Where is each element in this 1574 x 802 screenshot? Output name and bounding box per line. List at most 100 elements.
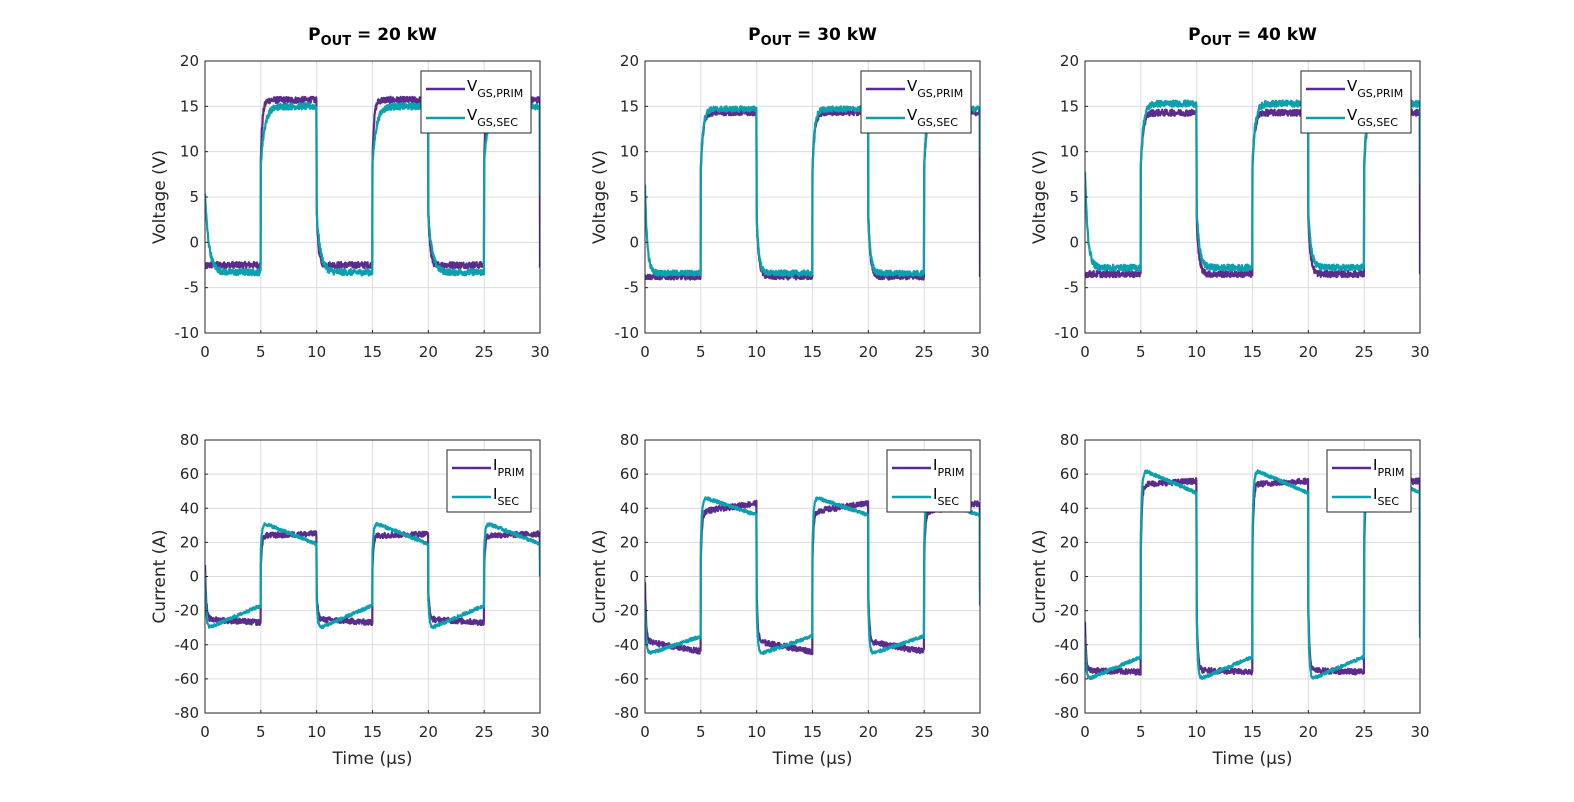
x-tick-label: 5 — [256, 723, 266, 741]
y-tick-label: 10 — [180, 143, 199, 161]
y-tick-label: 20 — [1060, 52, 1079, 70]
x-tick-label: 30 — [530, 343, 549, 361]
legend: VGS,PRIM VGS,SEC — [420, 70, 532, 134]
x-tick-label: 0 — [200, 343, 210, 361]
panel-voltage-40kW: 0 5 10 15 20 25 30 -10 -5 0 5 10 15 20 Voltage (V) POUT… — [1030, 25, 1430, 361]
y-tick-label: -60 — [175, 670, 200, 688]
y-axis-label: Current (A) — [150, 529, 170, 623]
x-tick-label: 30 — [970, 343, 989, 361]
x-tick-label: 0 — [640, 723, 650, 741]
y-tick-label: 80 — [180, 431, 199, 449]
x-tick-label: 10 — [747, 343, 766, 361]
legend: IPRIM ISEC — [446, 449, 532, 513]
y-tick-label: 40 — [1060, 499, 1079, 517]
y-tick-label: -5 — [1064, 279, 1079, 297]
y-tick-label: 0 — [189, 568, 199, 586]
x-tick-label: 10 — [307, 723, 326, 741]
y-tick-label: 60 — [180, 465, 199, 483]
legend-box — [420, 70, 532, 134]
series-line-sec — [205, 521, 540, 630]
x-tick-label: 15 — [363, 343, 382, 361]
x-tick-label: 30 — [1410, 343, 1429, 361]
y-tick-label: -10 — [615, 324, 640, 342]
y-tick-label: -10 — [175, 324, 200, 342]
panel-current-30kW: 0 5 10 15 20 25 30 -80 -60 -40 -20 0 20 40 60 80 Current… — [590, 431, 990, 769]
y-tick-label: 5 — [1069, 188, 1079, 206]
panel-title: POUT = 30 kW — [748, 25, 877, 49]
series-group — [645, 105, 980, 281]
series-group — [205, 95, 540, 277]
legend-box — [1326, 449, 1412, 513]
x-tick-label: 10 — [307, 343, 326, 361]
series-line-gs-sec — [1085, 99, 1420, 272]
x-tick-label: 0 — [1080, 343, 1090, 361]
x-tick-label: 10 — [1187, 343, 1206, 361]
x-tick-label: 15 — [803, 343, 822, 361]
legend-box — [446, 449, 532, 513]
panel-voltage-20kW: 0 5 10 15 20 25 30 -10 -5 0 5 10 15 20 Voltage (V) POUT… — [150, 25, 550, 361]
x-tick-label: 20 — [419, 723, 438, 741]
legend: IPRIM ISEC — [886, 449, 972, 513]
y-tick-label: 20 — [180, 533, 199, 551]
x-tick-label: 15 — [363, 723, 382, 741]
x-axis-label: Time (μs) — [772, 749, 853, 769]
y-tick-label: 60 — [1060, 465, 1079, 483]
legend-box — [886, 449, 972, 513]
legend-label: VGS,PRIM — [467, 77, 523, 100]
x-tick-label: 5 — [696, 343, 706, 361]
y-tick-label: -10 — [1055, 324, 1080, 342]
y-tick-label: 0 — [1069, 233, 1079, 251]
series-line-sec — [1085, 469, 1420, 681]
y-axis-label: Voltage (V) — [150, 150, 170, 244]
y-tick-label: 20 — [620, 533, 639, 551]
x-tick-label: 0 — [1080, 723, 1090, 741]
x-tick-label: 5 — [1136, 723, 1146, 741]
x-tick-label: 20 — [1299, 723, 1318, 741]
panel-current-20kW: 0 5 10 15 20 25 30 -80 -60 -40 -20 0 20 40 60 80 Current… — [150, 431, 550, 769]
legend-label: VGS,PRIM — [907, 77, 963, 100]
y-axis-label: Voltage (V) — [1030, 150, 1050, 244]
y-tick-label: 0 — [189, 233, 199, 251]
y-tick-label: -80 — [1055, 704, 1080, 722]
x-tick-label: 25 — [1355, 343, 1374, 361]
y-tick-label: -5 — [624, 279, 639, 297]
panel-current-40kW: 0 5 10 15 20 25 30 -80 -60 -40 -20 0 20 40 60 80 Current… — [1030, 431, 1430, 769]
y-tick-label: 20 — [1060, 533, 1079, 551]
y-tick-label: 80 — [1060, 431, 1079, 449]
y-tick-label: -20 — [1055, 602, 1080, 620]
legend-box — [860, 70, 972, 134]
series-line-gs-sec — [645, 105, 980, 277]
y-tick-label: -40 — [1055, 636, 1080, 654]
y-tick-label: 40 — [620, 499, 639, 517]
x-tick-label: 5 — [256, 343, 266, 361]
y-tick-label: -40 — [615, 636, 640, 654]
x-tick-label: 30 — [530, 723, 549, 741]
series-line-gs-sec — [205, 102, 540, 277]
y-axis-label: Voltage (V) — [590, 150, 610, 244]
x-tick-label: 15 — [803, 723, 822, 741]
x-tick-label: 25 — [915, 343, 934, 361]
series-group — [1085, 99, 1420, 279]
y-tick-label: -60 — [615, 670, 640, 688]
legend-box — [1300, 70, 1412, 134]
y-axis-label: Current (A) — [590, 529, 610, 623]
y-tick-label: 15 — [620, 97, 639, 115]
legend: VGS,PRIM VGS,SEC — [860, 70, 972, 134]
x-tick-label: 20 — [419, 343, 438, 361]
legend-label: VGS,SEC — [467, 106, 518, 129]
y-tick-label: 0 — [1069, 568, 1079, 586]
x-tick-label: 20 — [859, 723, 878, 741]
y-tick-label: 10 — [620, 143, 639, 161]
y-tick-label: 40 — [180, 499, 199, 517]
panel-title: POUT = 20 kW — [308, 25, 437, 49]
y-tick-label: 20 — [620, 52, 639, 70]
y-tick-label: -20 — [615, 602, 640, 620]
series-group — [205, 521, 540, 630]
legend-label: IPRIM — [493, 456, 524, 479]
y-tick-label: 60 — [620, 465, 639, 483]
panel-title: POUT = 40 kW — [1188, 25, 1317, 49]
x-tick-label: 5 — [1136, 343, 1146, 361]
x-tick-label: 0 — [640, 343, 650, 361]
legend-label: VGS,SEC — [907, 106, 958, 129]
